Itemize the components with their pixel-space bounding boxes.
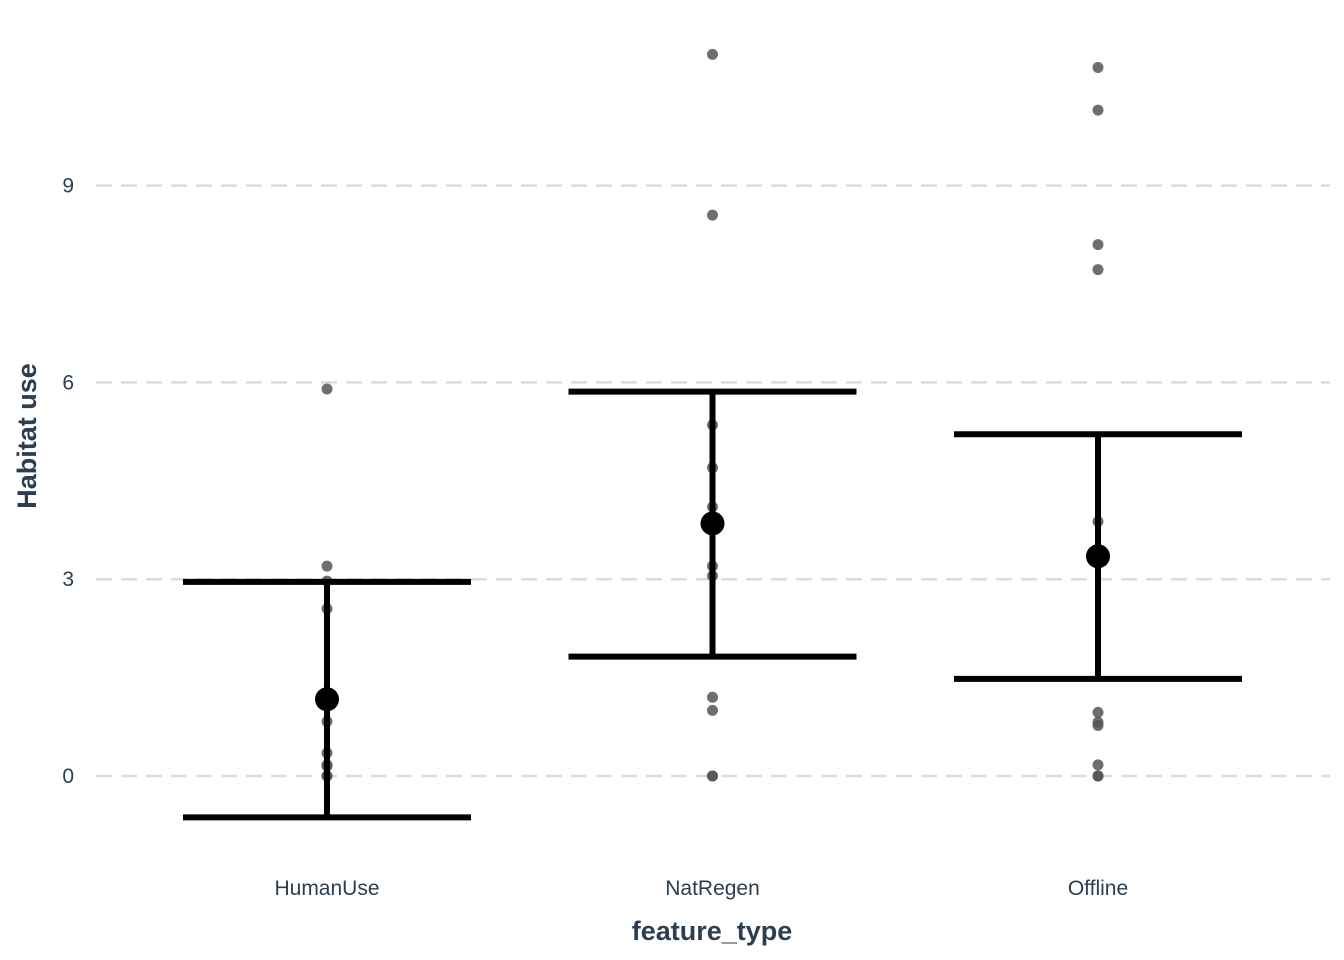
y-tick-label: 6 (62, 371, 74, 394)
y-axis-title: Habitat use (12, 363, 42, 509)
x-tick-label: Offline (1068, 877, 1128, 900)
y-tick-label: 9 (62, 175, 74, 198)
y-tick-labels: 0 3 6 9 (62, 175, 74, 788)
data-point (1092, 264, 1104, 276)
x-tick-label: HumanUse (274, 877, 379, 900)
data-point (1092, 239, 1104, 251)
data-point (707, 48, 718, 60)
mean-error-bars (183, 388, 1242, 821)
data-point (707, 704, 718, 716)
data-point (707, 691, 718, 703)
x-axis-title: feature_type (632, 916, 793, 946)
data-point (1092, 104, 1104, 116)
mean-point (1086, 544, 1110, 569)
data-point (707, 209, 718, 221)
x-tick-labels: HumanUse NatRegen Offline (274, 877, 1128, 900)
error-bar-Offline (954, 431, 1242, 682)
y-tick-label: 0 (62, 765, 74, 788)
data-point (707, 770, 718, 782)
mean-point (700, 511, 725, 536)
data-point (321, 560, 333, 572)
data-point (1092, 62, 1104, 74)
data-point (1092, 719, 1104, 731)
data-point (321, 383, 333, 395)
x-tick-label: NatRegen (665, 877, 760, 900)
error-bar-HumanUse (183, 578, 471, 821)
error-bar-NatRegen (568, 388, 857, 660)
data-point (1092, 770, 1104, 782)
mean-point (315, 687, 339, 712)
data-point (1092, 706, 1104, 718)
y-tick-label: 3 (62, 568, 74, 591)
data-point (1092, 759, 1104, 771)
